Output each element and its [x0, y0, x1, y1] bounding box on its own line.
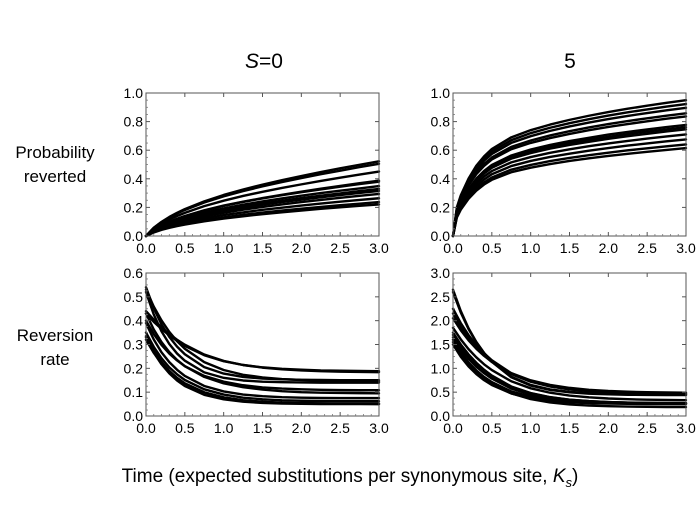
- x-tick-label: 1.5: [253, 240, 273, 256]
- y-tick-label: 0.8: [431, 114, 451, 130]
- x-tick-label: 1.0: [214, 420, 234, 436]
- y-tick-label: 1.5: [431, 337, 451, 353]
- x-tick-label: 2.0: [292, 420, 312, 436]
- series-line-top-left-1: [144, 179, 381, 238]
- x-tick-label: 2.0: [599, 420, 619, 436]
- series-line-bottom-left-3: [144, 290, 381, 384]
- series-line-bottom-right-5: [451, 317, 688, 394]
- x-axis-label-symbol: K: [552, 466, 566, 487]
- y-tick-label: 0.6: [124, 142, 144, 158]
- series-line-bottom-right-6: [451, 326, 688, 402]
- y-tick-label: 0.0: [124, 408, 144, 424]
- panel-bottom-left: 0.0 0.5 1.0 1.5 2.0 2.5 3.0 0.0 0.1 0.2 0.3 0.4 0.5 0…: [124, 265, 389, 436]
- y-tick-label: 0.4: [124, 313, 144, 329]
- y-tick-label: 0.6: [431, 142, 451, 158]
- y-tick-label: 0.4: [431, 171, 451, 187]
- panel-bottom-right: 0.0 0.5 1.0 1.5 2.0 2.5 3.0 0.0 0.5 1.0 1.5 2.0 2.5 3…: [431, 265, 696, 436]
- y-tick-label: 0.4: [124, 171, 144, 187]
- x-axis-label-text: Time (expected substitutions per synonym…: [121, 466, 553, 487]
- x-tick-label: 0.5: [482, 420, 502, 436]
- x-tick-label: 2.5: [637, 240, 657, 256]
- x-tick-label: 0.5: [175, 420, 195, 436]
- series-line-top-left-12: [144, 203, 381, 238]
- column-title-s0-value: =0: [259, 50, 283, 73]
- row-label-probability-reverted: Probability reverted: [0, 141, 120, 189]
- series-line-bottom-left-6: [144, 312, 381, 395]
- x-tick-label: 2.0: [292, 240, 312, 256]
- y-tick-label: 0.2: [431, 199, 451, 215]
- x-tick-label: 3.0: [369, 420, 389, 436]
- x-tick-label: 2.5: [330, 240, 350, 256]
- series-line-bottom-left-9: [144, 331, 381, 403]
- y-tick-label: 1.0: [431, 360, 451, 376]
- x-tick-label: 1.0: [214, 240, 234, 256]
- x-tick-label: 0.0: [136, 420, 156, 436]
- series-line-top-right-12: [451, 146, 688, 238]
- y-tick-label: 0.5: [124, 289, 144, 305]
- x-tick-label: 0.5: [482, 240, 502, 256]
- x-tick-label: 3.0: [369, 240, 389, 256]
- series-line-bottom-left-7: [144, 319, 381, 392]
- series-line-top-right-4: [451, 106, 688, 238]
- x-tick-label: 1.0: [521, 240, 541, 256]
- x-tick-label: 0.0: [443, 240, 463, 256]
- x-tick-label: 1.5: [560, 420, 580, 436]
- x-tick-label: 1.0: [521, 420, 541, 436]
- x-tick-label: 0.0: [443, 420, 463, 436]
- y-tick-label: 0.2: [124, 199, 144, 215]
- panel-top-left: 0.0 0.5 1.0 1.5 2.0 2.5 3.0 0.0 0.2 0.4 0.6 0.8 1.0: [124, 85, 389, 256]
- y-tick-label: 0.0: [431, 408, 451, 424]
- series-line-bottom-right-12: [451, 343, 688, 406]
- series-line-top-left-4: [144, 160, 381, 238]
- series-line-bottom-left-8: [144, 321, 381, 400]
- x-tick-label: 0.0: [136, 240, 156, 256]
- y-tick-label: 3.0: [431, 265, 451, 281]
- series-line-top-right-9: [451, 133, 688, 238]
- row-label-line: Probability: [15, 143, 95, 162]
- y-tick-label: 1.0: [124, 85, 144, 101]
- series-line-top-left-2: [144, 170, 381, 238]
- panel-top-right: 0.0 0.5 1.0 1.5 2.0 2.5 3.0 0.0 0.2 0.4 0.6 0.8 1.0: [431, 85, 696, 256]
- y-tick-label: 2.0: [431, 313, 451, 329]
- y-tick-label: 0.0: [124, 228, 144, 244]
- x-tick-label: 0.5: [175, 240, 195, 256]
- y-tick-label: 2.5: [431, 289, 451, 305]
- plot-frame-top-right: [452, 92, 687, 237]
- row-label-line: rate: [40, 350, 70, 369]
- x-tick-label: 1.5: [253, 420, 273, 436]
- y-tick-label: 0.6: [124, 265, 144, 281]
- series-line-bottom-left-2: [144, 288, 381, 383]
- y-tick-label: 0.8: [124, 114, 144, 130]
- x-tick-label: 2.5: [330, 420, 350, 436]
- y-tick-label: 0.1: [124, 384, 144, 400]
- x-axis-label-close: ): [572, 466, 579, 487]
- x-tick-label: 3.0: [676, 240, 696, 256]
- x-tick-label: 1.5: [560, 240, 580, 256]
- x-tick-label: 3.0: [676, 420, 696, 436]
- column-title-s0-symbol: S: [245, 50, 260, 73]
- row-label-reversion-rate: Reversion rate: [0, 324, 120, 372]
- y-tick-label: 0.0: [431, 228, 451, 244]
- column-title-s5-value: 5: [564, 50, 576, 73]
- series-line-bottom-left-12: [144, 338, 381, 406]
- row-label-line: Reversion: [16, 326, 94, 345]
- x-tick-label: 2.0: [599, 240, 619, 256]
- x-axis-label-subscript: s: [565, 474, 573, 490]
- y-tick-label: 0.5: [431, 384, 451, 400]
- x-tick-label: 2.5: [637, 420, 657, 436]
- x-axis-label: Time (expected substitutions per synonym…: [0, 466, 700, 490]
- y-tick-label: 0.3: [124, 337, 144, 353]
- column-title-s5: 5: [510, 50, 630, 74]
- series-line-top-right-5: [451, 115, 688, 238]
- y-tick-label: 1.0: [431, 85, 451, 101]
- series-line-bottom-right-11: [451, 340, 688, 409]
- row-label-line: reverted: [23, 167, 87, 186]
- series-line-bottom-left-5: [144, 312, 381, 373]
- column-title-s0: S=0: [204, 50, 324, 74]
- y-tick-label: 0.2: [124, 360, 144, 376]
